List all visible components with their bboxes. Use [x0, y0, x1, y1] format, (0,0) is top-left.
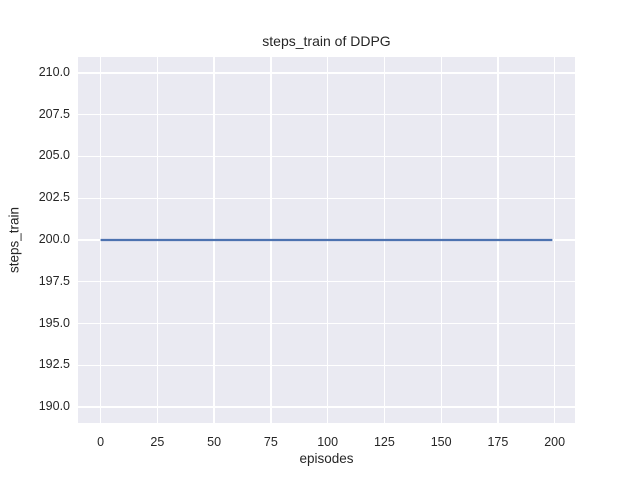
y-gridline — [78, 406, 575, 408]
y-gridline — [78, 281, 575, 283]
y-tick-label: 205.0 — [38, 148, 70, 163]
y-gridline — [78, 364, 575, 366]
x-tick-label: 25 — [150, 435, 165, 449]
x-tick-label: 0 — [97, 435, 105, 449]
y-gridline — [78, 322, 575, 325]
x-tick-label: 100 — [317, 435, 339, 449]
chart-title: steps_train of DDPG — [262, 33, 391, 49]
y-tick-label: 195.0 — [38, 315, 70, 330]
x-tick-label: 175 — [487, 435, 509, 449]
x-tick-label: 200 — [544, 435, 566, 449]
y-tick-label: 207.5 — [38, 106, 70, 121]
y-tick-label: 190.0 — [38, 399, 70, 414]
y-gridline — [78, 155, 575, 158]
plot-area — [78, 57, 575, 423]
x-axis-label: episodes — [299, 451, 354, 466]
x-tick-label: 150 — [430, 435, 452, 449]
x-tick-label: 50 — [207, 435, 222, 449]
y-tick-label: 210.0 — [38, 64, 70, 79]
x-tick-label: 75 — [263, 435, 278, 449]
series-layer — [100, 238, 553, 242]
x-tick-label: 125 — [373, 435, 395, 449]
y-tick-label: 192.5 — [38, 357, 70, 372]
y-gridline — [78, 114, 575, 116]
y-gridline — [78, 197, 575, 199]
y-gridline — [78, 72, 575, 74]
y-tick-label: 202.5 — [38, 190, 70, 205]
y-tick-label: 197.5 — [38, 273, 70, 288]
y-tick-label: 200.0 — [38, 232, 70, 246]
